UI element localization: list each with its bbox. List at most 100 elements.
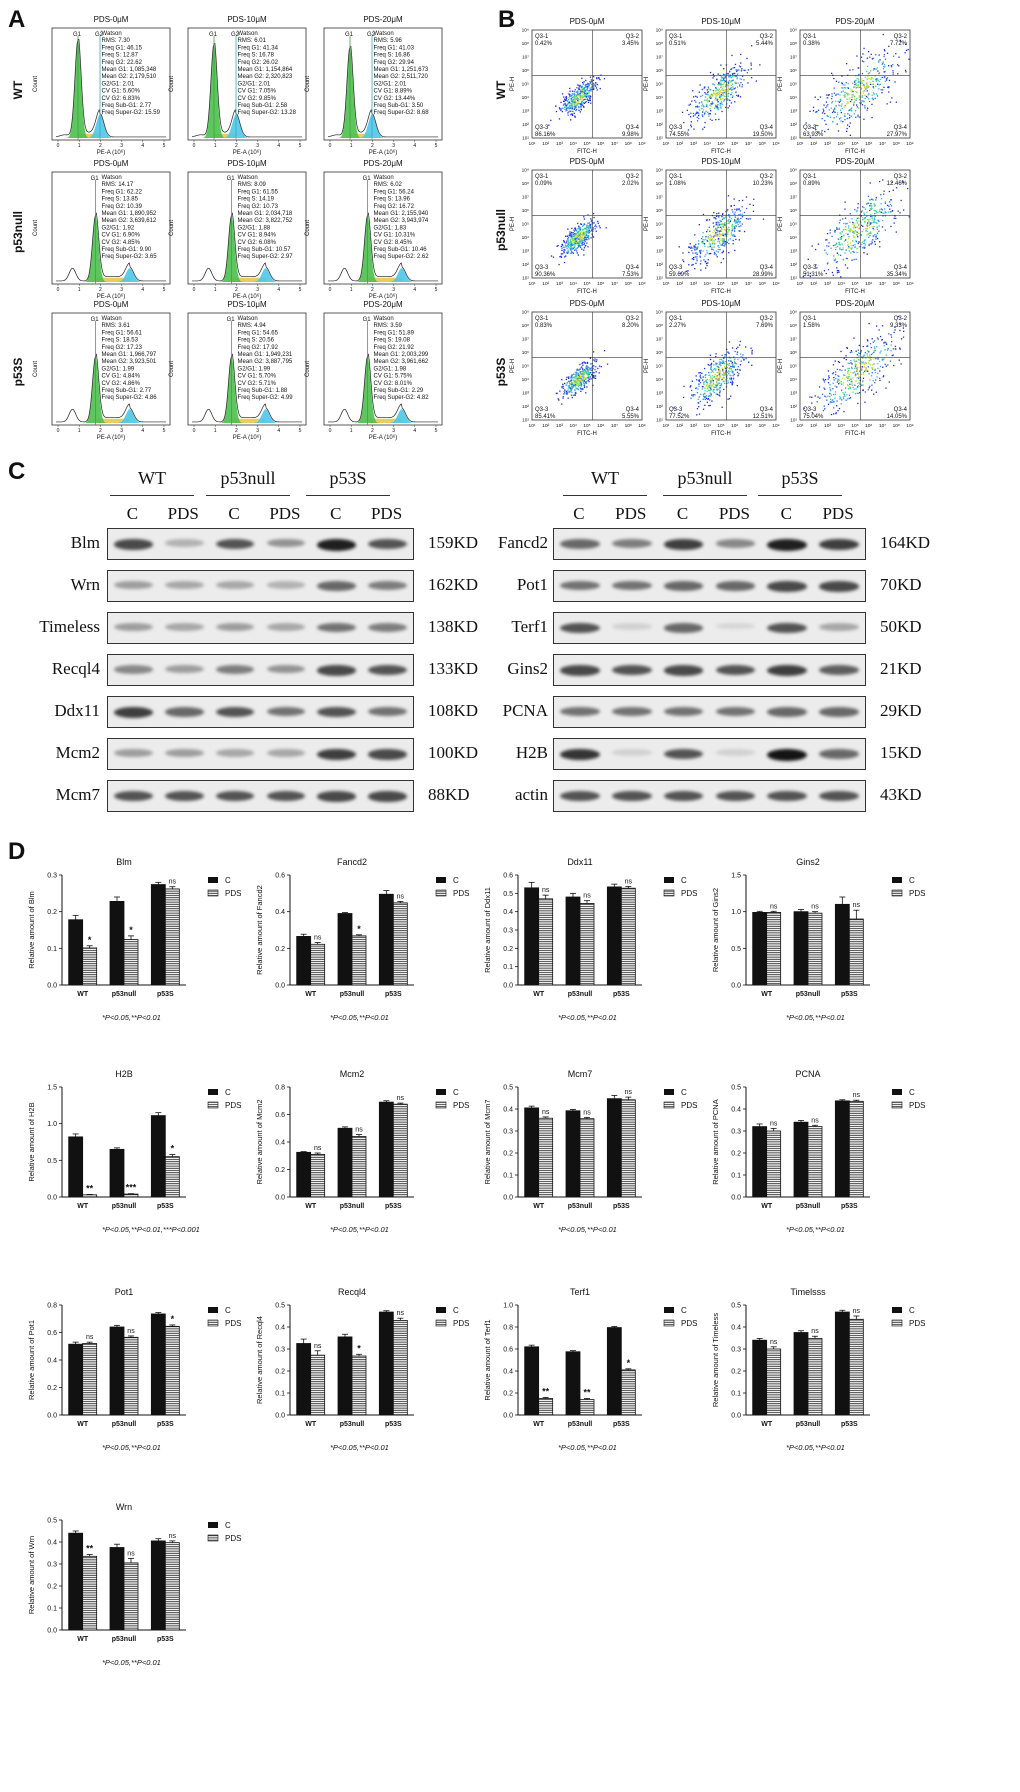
scatter-y-tick: 10⁸ (522, 323, 529, 329)
histogram-frame (323, 27, 443, 141)
legend-swatch-control (208, 1522, 218, 1528)
g2-label: G2 (367, 32, 376, 38)
blot-band (767, 539, 808, 551)
left-protein-label-Mcm7: Mcm7 (55, 785, 100, 804)
legend-label-pds: PDS (453, 889, 469, 898)
chart-title: PCNA (795, 1069, 820, 1079)
scatter-x-tick: 10⁴ (570, 141, 577, 147)
histogram-x-tick: 2 (99, 428, 102, 434)
scatter-y-tick: 10¹ (522, 276, 529, 282)
left-blot-Ddx11 (107, 696, 414, 728)
quadrant-value: 14.05% (887, 414, 908, 420)
legend-label-pds: PDS (681, 1319, 697, 1328)
blot-band (767, 791, 808, 802)
right-protein-label-Gins2: Gins2 (507, 659, 548, 678)
significance-annotation: *** (126, 1183, 137, 1193)
y-tick-label: 0.3 (275, 1347, 285, 1354)
right-condition-label: PDS (822, 504, 854, 523)
x-tick-label: p53null (112, 1203, 137, 1210)
x-tick-label: p53S (157, 1636, 174, 1643)
watson-stat: Freq G2: 10.73 (238, 204, 279, 210)
watson-stat: Freq G1: 61.55 (238, 189, 279, 195)
right-protein-label-Fancd2: Fancd2 (497, 533, 548, 552)
bar-pds (392, 902, 408, 986)
histogram-x-tick: 1 (350, 287, 353, 293)
y-tick-label: 0.0 (731, 983, 741, 990)
bar-control (565, 896, 581, 986)
scatter-y-tick: 10⁴ (656, 377, 663, 383)
y-axis-label: Relative amount of Gins2 (711, 888, 720, 972)
chart-title: Timelsss (790, 1287, 826, 1297)
blot-band (560, 707, 600, 717)
histogram-x-tick: 3 (256, 287, 259, 293)
histogram-x-tick: 1 (214, 428, 217, 434)
scatter-y-tick: 10⁵ (790, 82, 797, 88)
bar-control (150, 1540, 166, 1631)
significance-annotation: * (171, 1314, 175, 1324)
legend-swatch-pds (207, 889, 219, 897)
bar-pds (848, 918, 864, 986)
panel-b-row-label-p53null: p53null (494, 209, 508, 251)
scatter-x-tick: 10⁷ (611, 423, 618, 429)
y-tick-label: 0.0 (47, 1413, 57, 1420)
histogram-y-label: Count (33, 361, 39, 377)
legend-label-control: C (909, 1306, 915, 1315)
scatter-x-tick: 10⁶ (865, 141, 872, 147)
scatter-x-tick: 10⁹ (638, 423, 645, 429)
quadrant-name: Q3-2 (626, 316, 640, 322)
histogram-x-tick: 4 (141, 143, 144, 149)
watson-stat: Freq G2: 29.94 (374, 60, 415, 66)
g2-label: G2 (231, 32, 240, 38)
histogram-x-label: PE-A (10⁶) (233, 293, 261, 300)
significance-annotation: ns (625, 1089, 633, 1096)
watson-stat: Freq G1: 46.15 (102, 45, 143, 51)
blot-band (368, 581, 407, 590)
right-protein-label-Terf1: Terf1 (511, 617, 548, 636)
scatter-y-tick: 10⁹ (790, 310, 797, 316)
quadrant-name: Q3-3 (669, 407, 683, 413)
significance-annotation: ns (355, 1126, 363, 1133)
quadrant-value: 5.44% (756, 41, 774, 47)
legend-label-control: C (225, 1088, 231, 1097)
legend-label-control: C (225, 1521, 231, 1530)
histogram-x-tick: 1 (78, 428, 81, 434)
watson-stat: Freq Super-G2: 8.68 (374, 110, 430, 116)
legend-swatch-pds (891, 1319, 903, 1327)
watson-stat: CV G1: 8.94% (238, 233, 277, 239)
bar-pds (82, 1555, 98, 1631)
y-tick-label: 0.6 (503, 873, 513, 880)
histogram-x-label: PE-A (10⁶) (97, 149, 125, 156)
legend-swatch-control (436, 1089, 446, 1095)
histogram-x-label: PE-A (10⁶) (369, 149, 397, 156)
panel-b-row-label-WT: WT (494, 80, 508, 99)
bar-pds (123, 1336, 139, 1416)
panel-a-row-label-p53null: p53null (11, 211, 25, 253)
bar-pds (310, 1153, 326, 1198)
watson-stat: Mean G2: 3,639,612 (102, 218, 157, 224)
histogram-line (327, 46, 438, 138)
histogram-x-tick: 5 (435, 143, 438, 149)
y-tick-label: 1.0 (503, 1303, 513, 1310)
histogram-title: PDS-0μM (94, 300, 129, 309)
histogram-frame (323, 312, 443, 426)
significance-annotation: ns (314, 1343, 322, 1350)
histogram-x-tick: 1 (350, 143, 353, 149)
blot-band (368, 791, 407, 802)
bar-control (793, 911, 809, 986)
blot-band (819, 707, 859, 717)
significance-annotation: ns (811, 1328, 819, 1335)
left-protein-label-Blm: Blm (70, 533, 100, 552)
blot-band (114, 791, 153, 802)
blot-band (560, 749, 600, 761)
significance-annotation: ns (811, 1117, 819, 1124)
legend-swatch-pds (207, 1534, 219, 1542)
scatter-x-tick: 10⁵ (583, 281, 590, 287)
chart-title: Mcm2 (340, 1069, 365, 1079)
y-axis-label: Relative amount of Terf1 (483, 1319, 492, 1400)
blot-band (215, 707, 255, 718)
histogram-line (55, 39, 166, 138)
watson-stat: G2/G1: 1.83 (374, 225, 407, 231)
y-tick-label: 0.2 (47, 909, 57, 916)
